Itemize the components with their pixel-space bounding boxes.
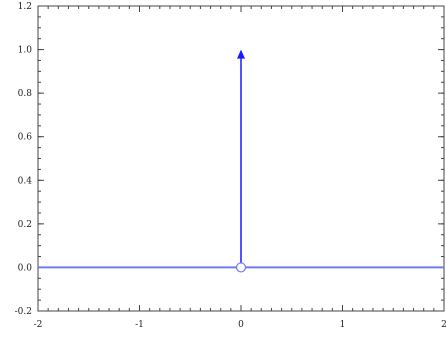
series-layer: [38, 49, 444, 273]
x-tick-label: -2: [34, 320, 43, 330]
y-tick-label: -0.2: [15, 307, 32, 317]
impulse-arrowhead: [237, 49, 245, 59]
y-tick-label: 0.6: [18, 133, 33, 143]
y-tick-label: 0.4: [18, 176, 33, 186]
hollow-point-marker: [235, 262, 247, 273]
x-tick-label: 1: [340, 320, 346, 330]
y-tick-label: 0.2: [18, 220, 32, 230]
tick-labels: -2 -1 0 1 2 -0.2 0.0 0.2 0.4 0.6 0.8 1.0 1.2: [15, 2, 446, 330]
x-tick-label: -1: [135, 320, 144, 330]
y-tick-label: 1.2: [18, 2, 32, 12]
y-tick-label: 0.8: [18, 89, 33, 99]
x-tick-label: 0: [238, 320, 244, 330]
major-ticks: [37, 5, 445, 312]
y-tick-label: 1.0: [18, 46, 33, 56]
y-tick-label: 0.0: [18, 263, 33, 273]
x-tick-label: 2: [441, 320, 446, 330]
